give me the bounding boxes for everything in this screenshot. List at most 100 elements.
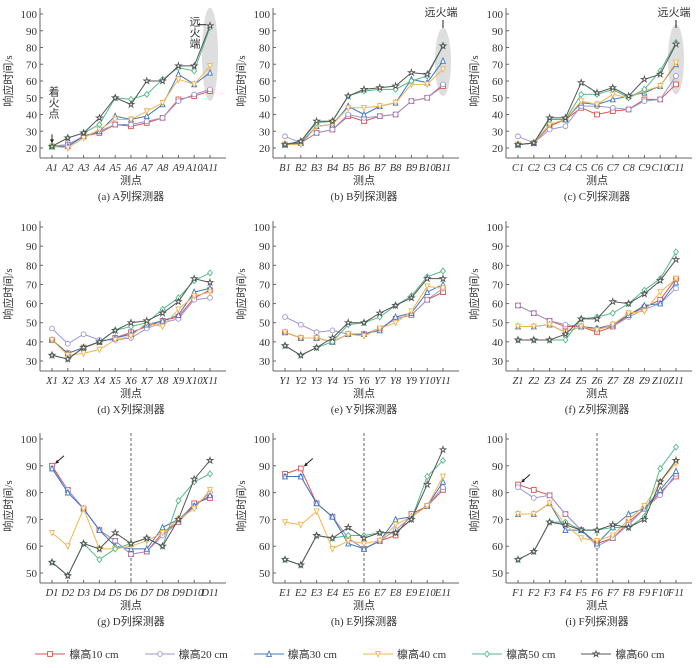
data-point xyxy=(424,288,431,295)
y-tick-label: 30 xyxy=(492,356,504,368)
series-40 xyxy=(281,66,447,149)
data-point xyxy=(657,464,664,473)
data-point xyxy=(641,301,648,309)
data-point xyxy=(514,511,522,519)
data-point xyxy=(439,473,447,481)
data-point xyxy=(408,77,415,85)
y-tick-label: 60 xyxy=(26,299,38,311)
data-point xyxy=(312,530,321,540)
y-tick-label: 80 xyxy=(492,260,504,272)
x-tick-label: F5 xyxy=(574,588,587,599)
y-tick-label: 60 xyxy=(259,76,271,88)
subplot-d: 50 60 70 80 90 100 D1 D2 D3 D4 D5 D6 D7 D8 D9 D10 D11 测点 (… xyxy=(0,425,233,638)
data-point xyxy=(515,133,521,140)
data-point xyxy=(64,340,71,347)
data-point xyxy=(562,526,569,533)
data-point xyxy=(142,76,152,85)
series-60 xyxy=(47,274,215,363)
data-point xyxy=(609,532,616,540)
data-point xyxy=(655,69,665,78)
data-point xyxy=(609,321,616,329)
data-point xyxy=(545,335,555,344)
data-point xyxy=(328,116,337,125)
x-tick-label: D10 xyxy=(184,588,204,599)
y-tick-label: 100 xyxy=(254,222,271,234)
data-point xyxy=(112,337,119,344)
x-tick-label: E5 xyxy=(341,588,354,599)
data-point xyxy=(127,116,135,124)
far-end-highlight xyxy=(668,24,684,95)
data-point xyxy=(671,455,681,465)
x-tick-label: D3 xyxy=(76,588,90,599)
x-tick-label: Z5 xyxy=(576,376,587,387)
x-tick-label: A3 xyxy=(77,163,90,174)
data-point xyxy=(392,319,399,327)
data-point xyxy=(657,96,664,103)
data-point xyxy=(391,81,401,90)
data-point xyxy=(640,514,649,524)
x-tick-label: E1 xyxy=(278,588,291,599)
data-point xyxy=(513,335,523,344)
data-point xyxy=(96,120,103,129)
y-tick-label: 70 xyxy=(259,514,271,526)
data-point xyxy=(79,343,88,352)
data-point xyxy=(439,56,447,64)
data-point xyxy=(175,70,182,78)
x-tick-label: Y7 xyxy=(374,376,386,387)
series-40 xyxy=(281,473,447,553)
data-point xyxy=(439,477,447,485)
data-point xyxy=(608,520,618,529)
data-point xyxy=(48,464,56,472)
x-tick-label: D2 xyxy=(60,588,75,599)
x-tick-label: A5 xyxy=(108,163,121,174)
x-tick-label: Y8 xyxy=(390,376,402,387)
y-tick-label: 30 xyxy=(26,126,38,138)
data-point xyxy=(592,525,602,534)
subplot-caption: (c) C列探测器 xyxy=(564,189,630,203)
data-point xyxy=(47,350,57,359)
data-point xyxy=(80,350,87,358)
data-point xyxy=(205,455,215,465)
data-point xyxy=(609,104,616,111)
data-point xyxy=(392,521,399,529)
legend-item-30: 檩高30 cm xyxy=(253,646,337,662)
far-end-label: 远火端 xyxy=(658,6,691,19)
data-point xyxy=(562,123,569,130)
data-point xyxy=(424,283,431,291)
y-tick-label: 70 xyxy=(492,279,504,291)
x-axis-label: 测点 xyxy=(586,174,608,187)
data-point xyxy=(63,354,73,363)
data-point xyxy=(513,555,523,564)
data-point xyxy=(112,116,119,124)
data-point xyxy=(608,83,618,92)
data-point xyxy=(313,329,320,336)
data-point xyxy=(126,538,136,548)
data-point xyxy=(625,516,632,524)
data-point xyxy=(609,309,616,317)
data-point xyxy=(392,515,399,523)
y-tick-label: 30 xyxy=(26,356,38,368)
y-tick-label: 50 xyxy=(259,93,271,105)
data-point xyxy=(96,346,103,354)
x-tick-label: Y5 xyxy=(343,376,354,387)
data-point xyxy=(345,104,352,112)
data-point xyxy=(562,321,569,328)
x-tick-label: E8 xyxy=(389,588,402,599)
data-point xyxy=(422,274,432,283)
data-point xyxy=(360,333,368,341)
data-point xyxy=(529,546,539,556)
data-point xyxy=(297,472,304,480)
data-point xyxy=(159,529,166,537)
x-tick-label: A11 xyxy=(201,163,218,174)
x-tick-label: A9 xyxy=(172,163,185,174)
x-tick-label: X10 xyxy=(185,376,204,387)
data-point xyxy=(562,336,569,344)
data-point xyxy=(282,133,288,140)
data-point xyxy=(624,522,634,532)
data-point xyxy=(174,514,183,524)
x-tick-label: F1 xyxy=(511,588,524,599)
subplot-y: 30 40 50 60 70 80 90 100 Y1 Y2 Y3 Y4 Y5 Y6 Y7 Y8 Y9 Y10 Y1… xyxy=(233,213,466,426)
legend-label: 檩高10 cm xyxy=(69,649,119,661)
